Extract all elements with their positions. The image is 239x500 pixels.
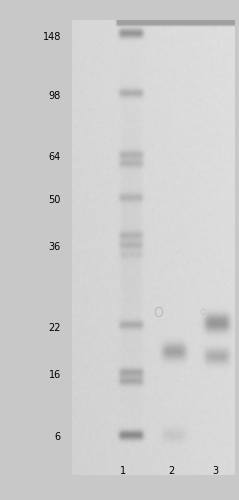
- Text: 3: 3: [213, 466, 219, 475]
- Text: 98: 98: [49, 91, 61, 101]
- Text: 50: 50: [49, 195, 61, 205]
- Text: 22: 22: [49, 323, 61, 333]
- Text: 36: 36: [49, 242, 61, 252]
- Text: 16: 16: [49, 370, 61, 380]
- Text: 1: 1: [120, 466, 126, 475]
- Text: 148: 148: [43, 32, 61, 42]
- Text: 64: 64: [49, 152, 61, 162]
- Text: 2: 2: [168, 466, 174, 475]
- Text: 6: 6: [55, 432, 61, 442]
